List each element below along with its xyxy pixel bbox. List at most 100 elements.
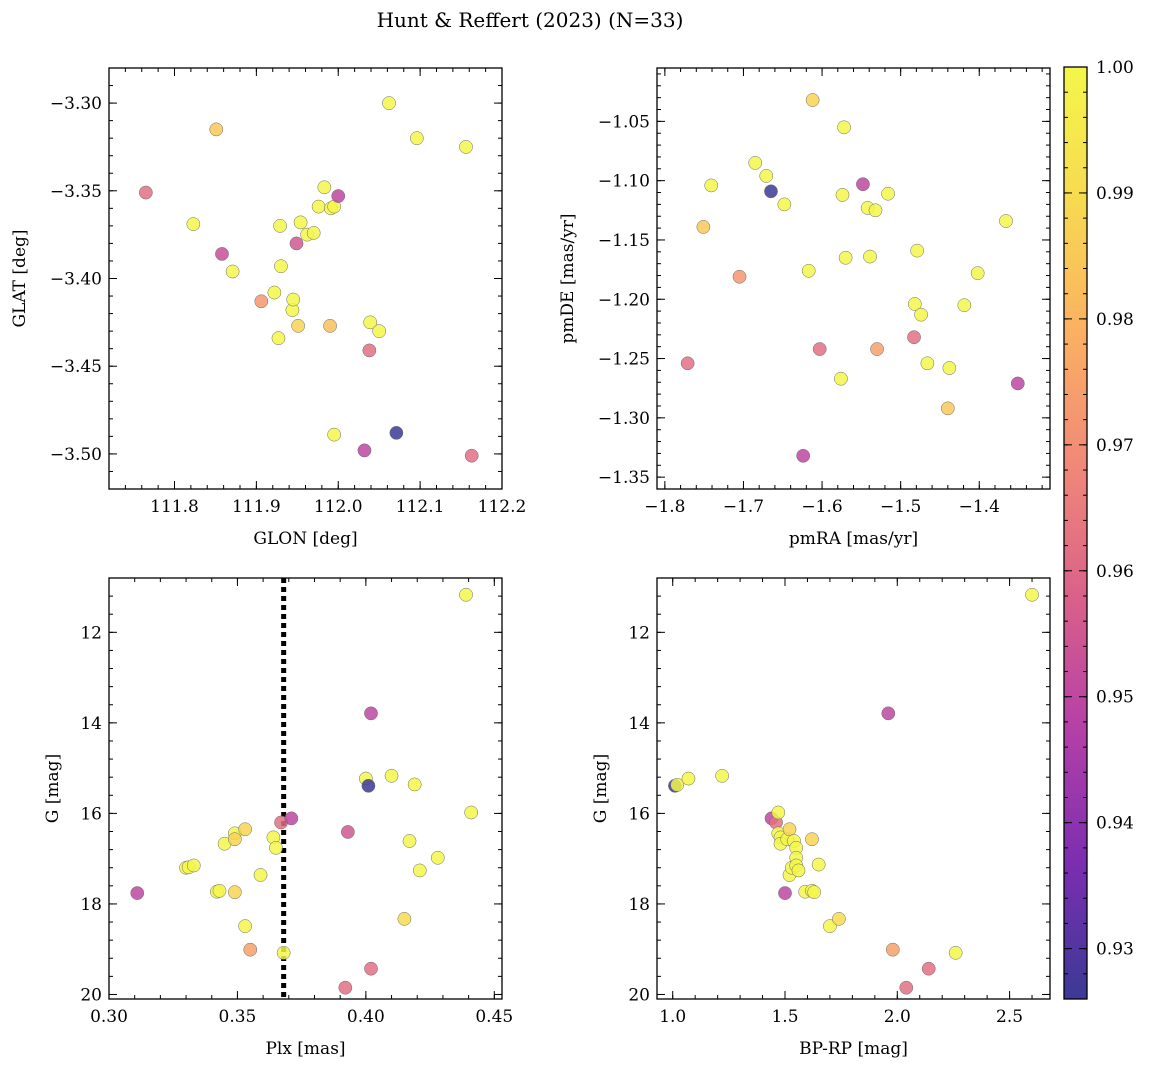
data-point — [273, 219, 287, 233]
data-point — [885, 942, 900, 957]
data-point — [402, 834, 417, 848]
data-point — [238, 919, 252, 933]
data-point — [921, 961, 936, 976]
data-point — [243, 942, 258, 957]
data-point — [363, 315, 378, 330]
data-point — [253, 868, 268, 882]
data-point — [680, 356, 695, 371]
y-tick-label: 20 — [80, 985, 102, 1005]
data-point — [801, 263, 816, 278]
x-tick-label: 111.8 — [150, 497, 199, 517]
data-point — [835, 188, 850, 202]
data-point — [341, 825, 355, 839]
data-point — [254, 294, 269, 309]
data-point — [805, 832, 819, 847]
data-point — [791, 863, 806, 878]
y-tick-label: −1.25 — [598, 350, 650, 370]
data-point — [138, 185, 153, 200]
data-point — [715, 768, 729, 783]
data-point — [907, 330, 921, 345]
data-point — [863, 249, 877, 264]
data-point — [834, 371, 848, 386]
y-tick-label: −1.10 — [598, 172, 650, 192]
x-tick-label: −1.5 — [880, 497, 921, 517]
data-point — [910, 243, 925, 258]
data-point — [372, 324, 387, 338]
data-point — [764, 184, 778, 199]
data-point — [338, 980, 353, 995]
data-point — [459, 140, 473, 154]
data-point — [856, 177, 870, 192]
panel-color-magnitude: 1.0 1.5 2.0 2.5 12 14 16 18 20 BP-RP [mag] G [mag] — [591, 577, 1051, 1059]
data-point — [1025, 587, 1039, 602]
data-point — [907, 297, 922, 311]
data-point — [331, 189, 346, 203]
colorbar-tick-label: 0.97 — [1096, 436, 1134, 456]
data-point — [870, 342, 884, 356]
data-point — [696, 220, 711, 234]
data-point — [881, 186, 895, 201]
y-tick-label: 14 — [80, 714, 102, 734]
data-point — [293, 215, 308, 230]
y-tick-label: 12 — [80, 623, 102, 643]
colorbar-tick-label: 0.96 — [1096, 562, 1134, 582]
data-point — [748, 156, 763, 170]
x-tick-label: 0.40 — [347, 1007, 385, 1027]
data-point — [777, 197, 792, 212]
data-point — [276, 945, 291, 960]
data-point — [317, 180, 332, 195]
data-point — [771, 805, 786, 820]
x-tick-label: 111.9 — [232, 497, 281, 517]
x-tick-label: −1.4 — [959, 497, 1000, 517]
data-point — [942, 361, 957, 375]
data-point — [407, 777, 422, 792]
y-tick-label: 20 — [628, 985, 650, 1005]
data-point — [796, 448, 811, 463]
colorbar-tick-label: 0.93 — [1096, 940, 1134, 960]
x-axis-label: GLON [deg] — [253, 529, 357, 549]
y-tick-label: 18 — [80, 895, 102, 915]
data-point — [920, 356, 935, 371]
data-point — [306, 226, 321, 240]
y-axis-label: GLAT [deg] — [10, 229, 30, 327]
panel-parallax-magnitude: 0.30 0.35 0.40 0.45 12 14 16 18 20 Plx [mas] G [ma… — [43, 577, 513, 1059]
data-point — [271, 331, 286, 345]
data-point — [267, 285, 282, 300]
data-point — [782, 822, 797, 837]
data-point — [361, 778, 376, 793]
y-tick-label: −1.35 — [598, 468, 650, 488]
data-point — [759, 169, 774, 183]
y-tick-label: −1.15 — [598, 231, 650, 251]
colorbar-tick-label: 0.99 — [1096, 184, 1134, 204]
plot-frame — [656, 67, 1051, 490]
data-point — [704, 178, 719, 193]
figure-title: Hunt & Reffert (2023) (N=33) — [377, 8, 684, 32]
data-point — [209, 122, 224, 137]
data-point — [130, 886, 145, 900]
data-point — [940, 401, 955, 416]
data-point — [228, 885, 242, 900]
x-tick-label: 112.0 — [314, 497, 363, 517]
colorbar: 0.93 0.94 0.95 0.96 0.97 0.98 0.99 1.00 — [1063, 58, 1134, 1000]
data-point — [362, 343, 377, 358]
plot-frame — [108, 577, 503, 1000]
y-axis-label: G [mag] — [43, 754, 63, 823]
x-tick-label: 0.45 — [475, 1007, 513, 1027]
data-point — [291, 319, 305, 333]
y-axis-label: G [mag] — [591, 754, 611, 823]
x-tick-label: −1.7 — [723, 497, 764, 517]
data-point — [957, 298, 972, 313]
y-tick-label: −3.50 — [50, 445, 102, 465]
data-point — [410, 131, 424, 146]
y-tick-label: 16 — [80, 804, 102, 824]
data-point — [732, 269, 747, 284]
y-tick-label: −1.05 — [598, 112, 650, 132]
data-point — [459, 587, 473, 602]
x-tick-label: 112.1 — [396, 497, 445, 517]
plot-frame — [656, 577, 1051, 1000]
data-point — [670, 778, 685, 792]
y-tick-label: −3.45 — [50, 357, 102, 377]
x-tick-label: 1.5 — [771, 1007, 798, 1027]
y-tick-label: 14 — [628, 714, 650, 734]
